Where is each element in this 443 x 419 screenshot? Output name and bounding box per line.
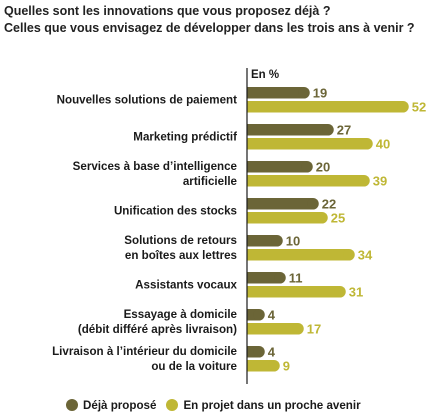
category-label-line: en boîtes aux lettres (125, 249, 237, 262)
data-label: 39 (373, 173, 387, 188)
category-label: Marketing prédictif (133, 131, 237, 144)
data-label: 17 (307, 321, 321, 336)
data-label: 25 (331, 210, 345, 225)
bar (247, 212, 322, 224)
category-label-line: Livraison à l’intérieur du domicile (52, 345, 237, 358)
bar-end (274, 272, 286, 284)
category-label: Services à base d’intelligence artificiel… (73, 160, 238, 188)
data-label: 4 (268, 307, 276, 322)
unit-label: En % (251, 69, 279, 81)
bar (247, 124, 328, 136)
category-label: Solutions de retours en boîtes aux lettre… (124, 234, 237, 262)
category-label-line: Solutions de retours (124, 234, 237, 247)
legend-label-projet: En projet dans un proche avenir (183, 398, 361, 412)
data-label: 22 (322, 196, 336, 211)
bar (247, 235, 277, 247)
category-label: Essayage à domicile (débit différé après … (78, 308, 238, 336)
data-label: 19 (313, 85, 327, 100)
bar-end (316, 212, 328, 224)
bar (247, 87, 304, 99)
bar-end (253, 346, 265, 358)
category-label: Assistants vocaux (135, 279, 237, 292)
bar-end (292, 323, 304, 335)
bar-end (307, 198, 319, 210)
bar-end (343, 249, 355, 261)
bar-end (358, 175, 370, 187)
chart-title: Quelles sont les innovations que vous pr… (4, 3, 440, 37)
bar (247, 323, 298, 335)
bar-end (298, 87, 310, 99)
legend-item-projet: En projet dans un proche avenir (166, 398, 361, 412)
bar (247, 286, 340, 298)
bar-end (361, 138, 373, 150)
bar-end (322, 124, 334, 136)
data-label: 11 (289, 270, 303, 285)
bar (247, 249, 349, 261)
bar-end (301, 161, 313, 173)
title-line-1: Quelles sont les innovations que vous pr… (4, 4, 331, 18)
data-label: 10 (286, 233, 300, 248)
category-label-line: Unification des stocks (114, 205, 237, 218)
bar (247, 360, 274, 372)
category-label-line: artificielle (183, 175, 238, 188)
bar-end (271, 235, 283, 247)
bar-end (334, 286, 346, 298)
bar (247, 138, 367, 150)
legend-swatch-deja (66, 399, 78, 411)
bar (247, 346, 259, 358)
category-label-line: Essayage à domicile (124, 308, 238, 321)
data-label: 27 (337, 122, 351, 137)
category-label-line: Services à base d’intelligence (73, 160, 238, 173)
bar-end (253, 309, 265, 321)
data-label: 52 (412, 99, 426, 114)
legend: Déjà proposé En projet dans un proche av… (66, 397, 371, 413)
bar-end (268, 360, 280, 372)
category-label: Livraison à l’intérieur du domicile ou de… (52, 345, 237, 373)
title-line-2: Celles que vous envisagez de développer … (4, 21, 415, 35)
data-label: 40 (376, 136, 390, 151)
bar (247, 309, 259, 321)
category-label-line: (débit différé après livraison) (78, 323, 237, 336)
category-label: Unification des stocks (114, 205, 237, 218)
data-label: 34 (358, 247, 373, 262)
legend-swatch-projet (166, 399, 179, 411)
bar (247, 175, 364, 187)
legend-label-deja: Déjà proposé (83, 398, 157, 412)
bar (247, 272, 280, 284)
category-label: Nouvelles solutions de paiement (57, 94, 238, 107)
category-label-line: Nouvelles solutions de paiement (57, 94, 238, 107)
data-label: 20 (316, 159, 330, 174)
category-label-line: Assistants vocaux (135, 279, 237, 292)
data-label: 9 (283, 358, 290, 373)
bar (247, 161, 307, 173)
category-label-line: ou de la voiture (151, 360, 237, 373)
bar (247, 198, 313, 210)
data-label: 4 (268, 344, 276, 359)
data-label: 31 (349, 284, 363, 299)
bar (247, 101, 403, 113)
category-label-line: Marketing prédictif (133, 131, 237, 144)
bar-end (397, 101, 409, 113)
legend-item-deja: Déjà proposé (66, 399, 156, 412)
